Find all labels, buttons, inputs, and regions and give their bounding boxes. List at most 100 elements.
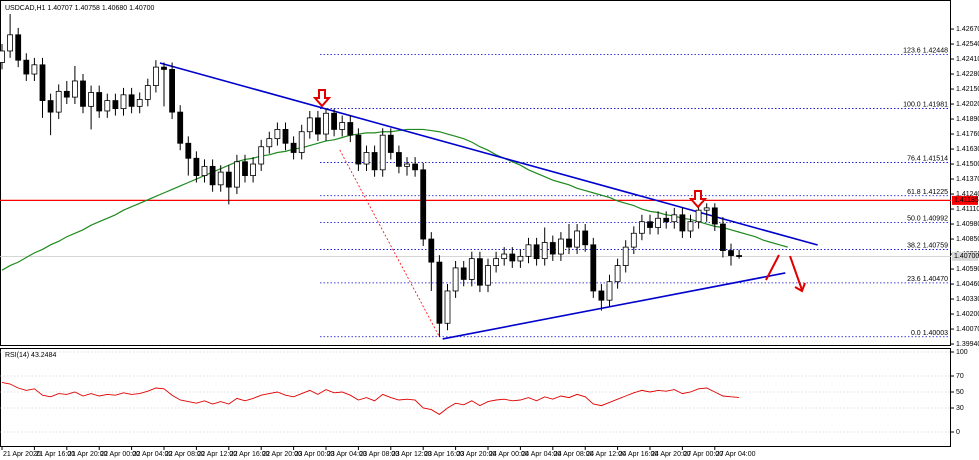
candle-body: [339, 122, 346, 130]
candle-body: [258, 146, 265, 165]
candle-body: [566, 238, 572, 248]
projection-stroke: [765, 254, 780, 281]
candle-body: [363, 152, 370, 165]
candle-body: [460, 267, 467, 280]
moving-average: [1, 128, 788, 271]
fib-label: 0.0 1.40003: [911, 330, 948, 337]
candle-body: [468, 258, 475, 280]
chart-title: USDCAD,H1 1.40707 1.40758 1.40680 1.4070…: [5, 5, 155, 12]
candle-body: [177, 111, 184, 144]
candle-body: [39, 64, 46, 101]
candle-body: [387, 134, 394, 153]
candle-body: [720, 223, 726, 251]
x-tick-label: 21 Apr 16:00: [35, 451, 75, 458]
candle-body: [436, 261, 443, 324]
fib-price: 1.40470: [923, 276, 948, 283]
candle-body: [128, 94, 135, 107]
candle-body: [679, 214, 686, 232]
candle-body: [242, 161, 248, 176]
candle-body: [23, 59, 30, 75]
candle-body: [80, 80, 86, 107]
x-tick-label: 24 Apr 00:00: [489, 451, 529, 458]
candle-body: [169, 69, 176, 113]
candle-body: [412, 163, 419, 171]
fib-level: 38.2: [907, 242, 921, 249]
fib-level: 23.6: [907, 276, 921, 283]
rsi-y-tick-label: 70: [956, 373, 964, 380]
x-tick-label: 21 Apr 2020: [3, 451, 41, 458]
y-tick-label: 1.40850: [956, 236, 979, 243]
fib-price: 1.42448: [923, 47, 948, 54]
candle-body: [96, 92, 103, 112]
x-tick-label: 23 Apr 00:00: [295, 451, 335, 458]
x-tick-label: 24 Apr 12:00: [586, 451, 626, 458]
candle-body: [355, 134, 362, 165]
candle-body: [63, 90, 70, 98]
y-tick-label: 1.41890: [956, 116, 979, 123]
rsi-panel-frame: [0, 348, 951, 447]
candle-body: [136, 99, 143, 107]
fib-level: 0.0: [911, 330, 921, 337]
fib-label: 50.0 1.40992: [907, 215, 948, 222]
rsi-line: [1, 381, 740, 415]
x-tick-label: 23 Apr 12:00: [392, 451, 432, 458]
x-tick-label: 22 Apr 04:00: [133, 451, 173, 458]
candle-body: [55, 90, 62, 113]
candle-body: [298, 131, 305, 153]
projection-stroke: [789, 255, 803, 291]
candle-body: [452, 267, 459, 292]
candle-body: [314, 117, 321, 135]
fib-price: 1.40759: [923, 242, 948, 249]
last-price-tag-box: [952, 251, 978, 261]
candle-body: [703, 207, 710, 211]
y-tick-label: 1.41370: [956, 176, 979, 183]
rsi-y-tick-label: 0: [956, 429, 960, 436]
fib-level: 76.4: [907, 155, 921, 162]
y-tick-label: 1.41110: [956, 206, 979, 213]
fib-level: 100.0: [903, 101, 921, 108]
down-arrow: [312, 89, 332, 108]
candle-body: [647, 221, 653, 228]
x-tick-label: 24 Apr 16:00: [619, 451, 659, 458]
candle-body: [590, 244, 597, 292]
plot-layer: [0, 14, 954, 450]
fib-level: 123.6: [903, 47, 921, 54]
candle-body: [598, 290, 605, 301]
candle-body: [112, 100, 119, 110]
fib-label: 23.6 1.40470: [907, 276, 948, 283]
candle-body: [144, 85, 151, 100]
candle-body: [120, 94, 127, 110]
fib-label: 38.2 1.40759: [907, 242, 948, 249]
y-tick-label: 1.40980: [956, 221, 979, 228]
candle-body: [201, 165, 208, 176]
fib-price: 1.41514: [923, 155, 948, 162]
x-tick-label: 27 Apr 04:00: [716, 451, 756, 458]
fib-label: 123.6 1.42448: [903, 47, 948, 54]
candle-body: [225, 171, 232, 188]
candle-body: [614, 265, 621, 283]
projection-marks: [765, 254, 806, 293]
candle-body: [476, 258, 483, 286]
x-tick-label: 23 Apr 08:00: [359, 451, 399, 458]
fib-price: 1.40992: [923, 215, 948, 222]
x-tick-label: 22 Apr 08:00: [165, 451, 205, 458]
candle-body: [622, 246, 629, 266]
candle-body: [152, 66, 159, 86]
candle-body: [582, 230, 589, 246]
y-tick-label: 1.42150: [956, 86, 979, 93]
candle-body: [104, 100, 111, 112]
last-price-tag-text: 1.40700: [954, 253, 979, 260]
candle-body: [663, 217, 670, 223]
x-tick-label: 23 Apr 16:00: [424, 451, 464, 458]
candle-body: [501, 253, 508, 260]
x-tick-label: 24 Apr 20:00: [651, 451, 691, 458]
candle-body: [395, 152, 402, 167]
fib-label: 76.4 1.41514: [907, 155, 948, 162]
x-tick-label: 22 Apr 12:00: [197, 451, 237, 458]
x-tick-label: 22 Apr 16:00: [230, 451, 270, 458]
candle-body: [525, 244, 532, 257]
candle-body: [574, 230, 580, 248]
candle-body: [250, 163, 257, 176]
y-tick-label: 1.41500: [956, 161, 979, 168]
